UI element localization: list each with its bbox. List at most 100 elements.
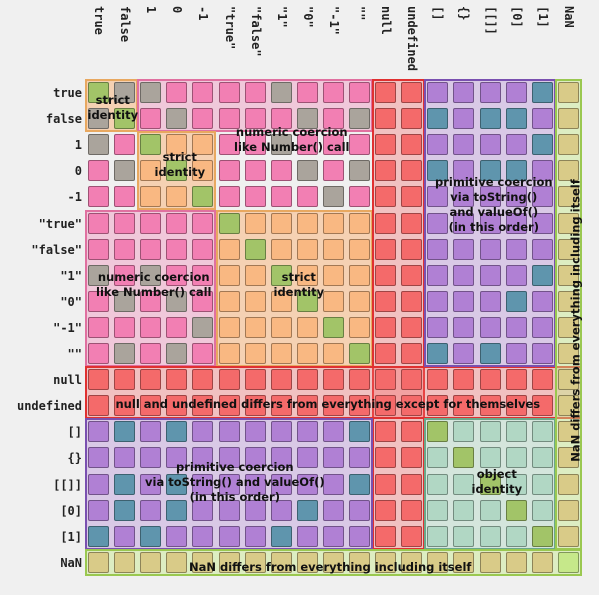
matrix-cell	[557, 316, 579, 338]
matrix-cell	[270, 421, 292, 443]
matrix-cell	[349, 238, 370, 260]
matrix-cell	[375, 82, 397, 103]
matrix-cell	[427, 421, 449, 443]
matrix-cell	[531, 421, 553, 443]
matrix-cell	[270, 395, 292, 417]
matrix-cell	[166, 316, 188, 338]
matrix-cell	[114, 108, 136, 130]
matrix-cell	[375, 316, 397, 338]
matrix-cell	[270, 473, 292, 495]
matrix-cell	[218, 108, 240, 130]
matrix-cell	[322, 134, 344, 156]
matrix-cell	[401, 186, 423, 208]
row-header: ""	[67, 347, 82, 361]
matrix-cell	[166, 108, 188, 130]
matrix-cell	[557, 499, 579, 521]
matrix-cell	[505, 421, 527, 443]
matrix-cell	[401, 499, 423, 521]
matrix-cell	[375, 186, 397, 208]
matrix-cell	[479, 395, 501, 417]
matrix-cell	[114, 82, 136, 103]
matrix-cell	[427, 238, 449, 260]
matrix-cell	[401, 343, 423, 364]
matrix-cell	[140, 473, 162, 495]
column-header: {}	[457, 6, 472, 21]
matrix-cell	[192, 264, 214, 286]
matrix-cell	[218, 82, 240, 103]
matrix-cell	[531, 499, 553, 521]
matrix-cell	[322, 212, 344, 234]
matrix-cell	[531, 551, 553, 573]
row-header: "true"	[38, 216, 82, 231]
matrix-cell	[114, 525, 136, 547]
matrix-cell	[192, 447, 214, 469]
matrix-cell	[453, 369, 475, 391]
matrix-cell	[218, 238, 240, 260]
matrix-cell	[427, 499, 449, 521]
matrix-cell	[244, 316, 266, 338]
matrix-cell	[270, 264, 292, 286]
matrix-cell	[218, 212, 240, 234]
matrix-cell	[114, 134, 136, 156]
matrix-cell	[166, 290, 188, 312]
matrix-cell	[270, 499, 292, 521]
matrix-cell	[296, 290, 318, 312]
matrix-cell	[218, 316, 240, 338]
matrix-cell	[244, 186, 266, 208]
matrix-cell	[427, 473, 449, 495]
matrix-cell	[505, 134, 527, 156]
matrix-cell	[140, 186, 162, 208]
matrix-cell	[244, 212, 266, 234]
matrix-cell	[322, 238, 344, 260]
matrix-cell	[557, 238, 579, 260]
matrix-cell	[296, 82, 318, 103]
matrix-cell	[505, 395, 527, 417]
matrix-cell	[88, 186, 109, 208]
matrix-cell	[114, 369, 136, 391]
matrix-cell	[192, 134, 214, 156]
matrix-cell	[557, 447, 579, 469]
matrix-cell	[427, 186, 449, 208]
column-header: ""	[353, 6, 367, 21]
matrix-cell	[505, 499, 527, 521]
matrix-cell	[427, 551, 449, 573]
matrix-cell	[453, 525, 475, 547]
matrix-cell	[270, 212, 292, 234]
matrix-cell	[479, 499, 501, 521]
matrix-cell	[531, 264, 553, 286]
column-header: "-1"	[326, 6, 341, 35]
matrix-cell	[88, 473, 109, 495]
matrix-cell	[427, 160, 449, 182]
row-header: null	[53, 373, 82, 388]
matrix-cell	[296, 343, 318, 364]
matrix-cell	[427, 264, 449, 286]
matrix-cell	[453, 186, 475, 208]
matrix-cell	[322, 473, 344, 495]
matrix-cell	[296, 212, 318, 234]
matrix-cell	[270, 160, 292, 182]
matrix-cell	[192, 82, 214, 103]
matrix-cell	[375, 264, 397, 286]
matrix-cell	[401, 238, 423, 260]
column-header: "0"	[300, 6, 315, 28]
annotation-nan-bottom: NaN differs from everything including it…	[189, 559, 472, 574]
annotation-strict-identity-top: strict identity	[87, 93, 139, 122]
matrix-cell	[479, 134, 501, 156]
row-header: [[]]	[53, 477, 82, 492]
matrix-cell	[453, 551, 475, 573]
matrix-cell	[270, 290, 292, 312]
matrix-cell	[192, 551, 214, 573]
matrix-cell	[296, 473, 318, 495]
column-header: "true"	[222, 6, 237, 50]
matrix-cell	[505, 316, 527, 338]
matrix-cell	[453, 108, 475, 130]
matrix-cell	[270, 238, 292, 260]
matrix-cell	[244, 473, 266, 495]
matrix-cell	[192, 212, 214, 234]
matrix-cell	[296, 369, 318, 391]
matrix-cell	[140, 290, 162, 312]
matrix-cell	[270, 82, 292, 103]
matrix-cell	[244, 108, 266, 130]
column-header: "1"	[274, 6, 289, 28]
matrix-cell	[401, 290, 423, 312]
